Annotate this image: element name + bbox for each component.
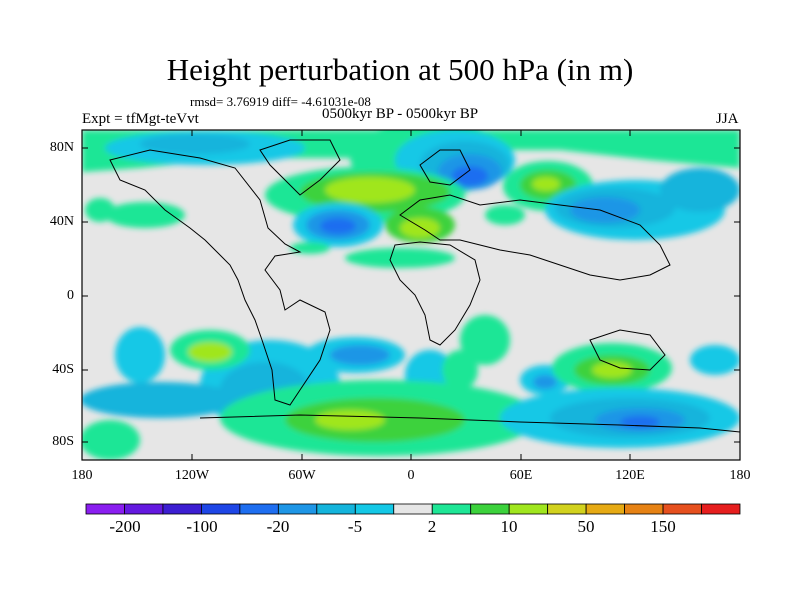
- map-plot-area: [82, 130, 740, 460]
- colorbar-label: -5: [347, 517, 363, 536]
- lat-label-40n: 40N: [49, 214, 74, 229]
- colorbar-label: -200: [109, 517, 141, 536]
- lon-label-60e: 60E: [509, 468, 533, 483]
- colorbar-swatch: [124, 503, 164, 515]
- lon-label-120e: 120E: [615, 468, 645, 483]
- map-title: Height perturbation at 500 hPa (in m): [166, 52, 634, 87]
- experiment-label: Expt = tfMgt-teVvt: [82, 111, 199, 127]
- colorbar-label: 50: [577, 517, 595, 536]
- colorbar-swatch: [508, 503, 549, 515]
- colorbar-label: 150: [650, 517, 676, 536]
- colorbar-swatch: [662, 503, 702, 515]
- lon-label-0: 0: [407, 468, 415, 483]
- colorbar-swatch: [316, 503, 356, 515]
- lon-label-180e: 180: [729, 468, 751, 483]
- period-label: 0500kyr BP - 0500kyr BP: [322, 106, 479, 122]
- lon-label-180w: 180: [71, 468, 93, 483]
- lat-label-80n: 80N: [49, 140, 74, 155]
- colorbar-swatch: [431, 503, 472, 515]
- season-label: JJA: [716, 111, 739, 127]
- colorbar-label: 10: [500, 517, 518, 536]
- colorbar-swatch: [85, 503, 125, 515]
- coastlines: [109, 139, 740, 433]
- axis-ticks: [82, 130, 740, 460]
- colorbar-swatch: [162, 503, 202, 515]
- lat-label-80s: 80S: [52, 434, 74, 449]
- colorbar-swatch: [470, 503, 510, 515]
- colorbar-swatch: [624, 503, 664, 515]
- colorbar-label: 2: [427, 517, 437, 536]
- colorbar-swatch: [393, 503, 433, 515]
- colorbar-label: -100: [186, 517, 218, 536]
- lon-label-120w: 120W: [174, 468, 210, 483]
- colorbar-label: -20: [266, 517, 290, 536]
- contour-fills: [82, 130, 740, 460]
- colorbar-swatch: [354, 503, 395, 515]
- stats-text: rmsd= 3.76919 diff= -4.61031e-08: [190, 94, 371, 109]
- colorbar-swatch: [547, 503, 587, 515]
- colorbar-swatch: [585, 503, 625, 515]
- lat-label-40s: 40S: [52, 362, 74, 377]
- colorbar-swatch: [701, 503, 741, 515]
- colorbar: [85, 503, 741, 515]
- lon-label-60w: 60W: [288, 468, 316, 483]
- lat-label-0: 0: [67, 288, 74, 303]
- colorbar-swatch: [239, 503, 279, 515]
- colorbar-swatch: [277, 503, 318, 515]
- colorbar-swatch: [201, 503, 241, 515]
